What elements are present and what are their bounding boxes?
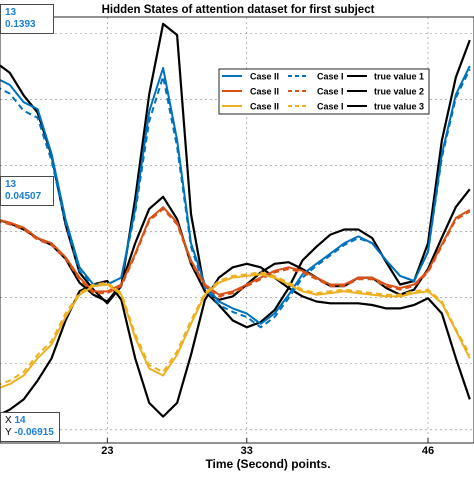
legend-label: Case I bbox=[317, 72, 344, 82]
legend-label: Case II bbox=[250, 87, 279, 97]
chart-title: Hidden States of attention dataset for f… bbox=[102, 4, 375, 16]
datatip-y-value: 0.04507 bbox=[5, 191, 42, 202]
datatip-y-value: 0.1393 bbox=[5, 19, 36, 30]
x-tick-label: 33 bbox=[241, 445, 253, 457]
datatip-2[interactable]: 13 0.04507 bbox=[0, 176, 54, 206]
datatip-1[interactable]: 13 0.1393 bbox=[0, 4, 54, 34]
x-tick-label: 46 bbox=[422, 445, 434, 457]
legend-label: true value 2 bbox=[374, 87, 424, 97]
series-line-case-ii bbox=[0, 273, 471, 389]
legend-label: true value 3 bbox=[374, 102, 424, 112]
legend-label: Case II bbox=[250, 102, 279, 112]
legend-box bbox=[218, 68, 430, 115]
datatip-x-prefix: X bbox=[5, 415, 12, 426]
series-line-true-value-1 bbox=[0, 22, 471, 329]
legend-label: Case I bbox=[317, 102, 344, 112]
legend-label: Case I bbox=[317, 87, 344, 97]
datatip-x-value: 13 bbox=[5, 179, 17, 190]
x-tick-label: 23 bbox=[101, 445, 113, 457]
series-line-case-ii bbox=[0, 206, 471, 296]
legend-label: true value 1 bbox=[374, 72, 424, 82]
legend-label: Case II bbox=[250, 72, 279, 82]
datatip-x-value: 13 bbox=[5, 7, 17, 18]
series-line-true-value-2 bbox=[0, 188, 471, 303]
legend: Case II Case I true value 1 Case II Case… bbox=[218, 68, 430, 115]
series-line-case-i bbox=[0, 68, 471, 329]
datatip-y-value: -0.06915 bbox=[14, 427, 54, 438]
plot-frame bbox=[0, 16, 474, 444]
datatip-3[interactable]: X 14 Y -0.06915 bbox=[0, 412, 60, 442]
x-axis-label: Time (Second) points. bbox=[205, 457, 330, 471]
series-line-case-i bbox=[0, 271, 471, 386]
datatip-y-prefix: Y bbox=[5, 427, 12, 438]
series-line-case-i bbox=[0, 207, 471, 298]
datatip-x-value: 14 bbox=[14, 415, 26, 426]
